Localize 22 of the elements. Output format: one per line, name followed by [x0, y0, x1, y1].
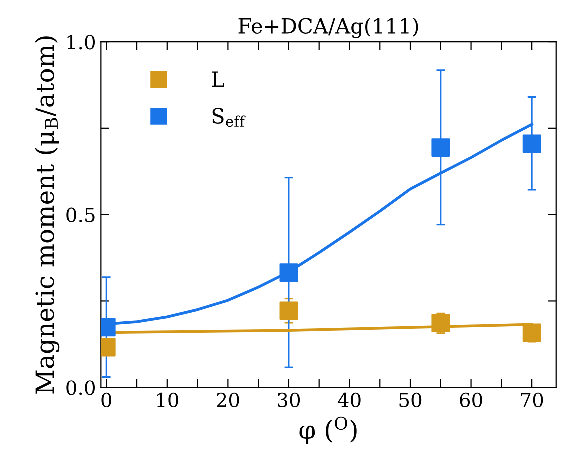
point	[522, 134, 542, 154]
x-tick-label: 40	[338, 392, 361, 408]
point	[522, 324, 542, 342]
point	[432, 314, 450, 333]
y-axis-title: Magnetic moment (μ$_{B}$/atom)	[35, 36, 60, 394]
chart-title: Fe+DCA/Ag(111)	[238, 18, 418, 38]
x-tick-label: 0	[102, 392, 112, 408]
y-tick-label: 1.0	[68, 34, 96, 50]
point	[280, 302, 298, 320]
x-tick-label: 50	[400, 392, 422, 408]
point	[432, 138, 450, 157]
y-tick-label: 0.5	[66, 208, 95, 222]
legend-label: S$_{eff}$	[212, 108, 246, 128]
x-axis-title: φ ($^{O}$)	[300, 416, 357, 444]
x-tick-label: 30	[278, 392, 300, 408]
x-tick-label: 20	[217, 392, 240, 408]
legend-label: L	[212, 72, 224, 87]
point	[280, 264, 298, 282]
y-tick-label: 0.0	[66, 380, 96, 396]
x-tick-label: 60	[460, 392, 482, 408]
x-tick-label: 10	[157, 392, 178, 408]
x-tick-label: 70	[521, 392, 544, 408]
